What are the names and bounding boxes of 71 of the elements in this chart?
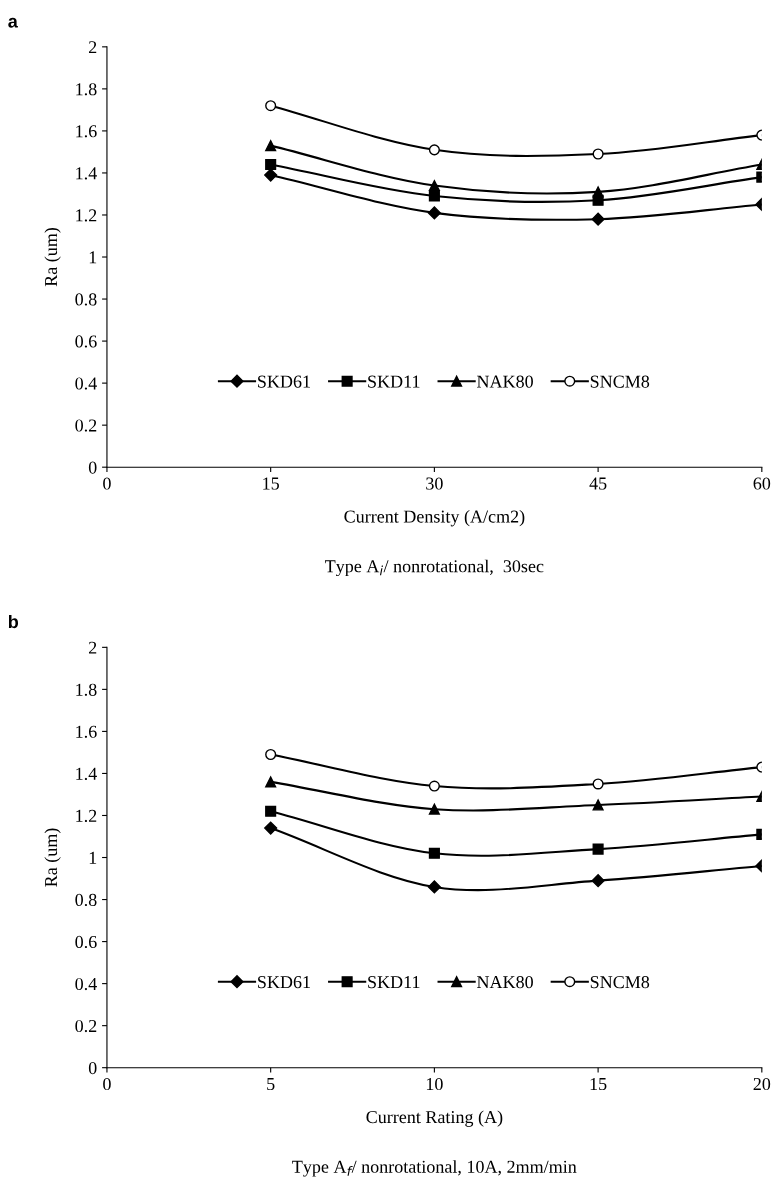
- y-tick-label: 2: [88, 641, 97, 654]
- y-tick-label: 0.8: [75, 893, 97, 907]
- point: [265, 805, 277, 817]
- legend-label: NAK80: [477, 375, 533, 388]
- x-tick-label: 15: [263, 477, 279, 490]
- point: [592, 186, 604, 198]
- point: [428, 780, 440, 792]
- point: [428, 847, 440, 859]
- x-tick-label: 30: [426, 477, 443, 490]
- y-tick-label: 1.8: [76, 683, 97, 696]
- text: Type A$_{i}$/ nonrotational, 30sec: [325, 559, 544, 577]
- point: [592, 778, 604, 790]
- text: Type A$_{f}$/ nonrotational, 10A, 2mm/min: [292, 1160, 577, 1177]
- y-tick-label: 1.2: [76, 809, 97, 822]
- x-tick-label: 10: [426, 1077, 443, 1091]
- x-tick-label: 5: [267, 1078, 275, 1091]
- y-tick-label: 1.6: [76, 125, 97, 138]
- point: [591, 212, 605, 226]
- y-tick-label: 0.4: [75, 977, 97, 991]
- x-tick-label: 45: [589, 477, 607, 490]
- point: [428, 144, 440, 156]
- point: [265, 140, 277, 152]
- x-tick-label: 60: [753, 477, 771, 490]
- y-axis-title: Ra (um): [44, 227, 61, 287]
- y-tick-label: 0.6: [75, 935, 97, 949]
- point: [428, 803, 440, 815]
- legend-label: NAK80: [477, 976, 533, 989]
- point: [428, 190, 440, 202]
- y-tick-label: 0: [88, 461, 97, 474]
- point: [592, 799, 604, 811]
- point: [428, 179, 440, 192]
- x-tick-label: 15: [590, 1078, 607, 1091]
- legend-label: SNCM8: [590, 976, 650, 989]
- point: [265, 158, 277, 171]
- x-tick-label: 20: [753, 1077, 771, 1091]
- legend-label: SKD11: [368, 375, 420, 388]
- point: [592, 843, 604, 855]
- legend-label: SKD61: [258, 375, 310, 388]
- y-tick-label: 0.2: [75, 1019, 97, 1033]
- y-tick-label: 1.8: [76, 83, 97, 96]
- y-tick-label: 0.4: [75, 377, 97, 390]
- y-tick-label: 2: [88, 41, 97, 54]
- legend-label: SKD11: [368, 976, 420, 989]
- chart-title: b: [8, 614, 19, 629]
- legend-label: SKD61: [258, 976, 310, 989]
- chart-title: a: [8, 17, 18, 28]
- y-tick-label: 0.8: [75, 293, 97, 306]
- point: [592, 148, 604, 160]
- y-tick-label: 1.4: [76, 167, 97, 180]
- y-tick-label: 1: [89, 851, 97, 864]
- y-axis-title: Ra (um): [44, 828, 61, 887]
- y-tick-label: 1: [89, 251, 97, 264]
- x-axis-title: Current Density (A/cm2): [344, 509, 525, 527]
- point: [265, 776, 277, 788]
- x-tick-label: 0: [103, 477, 111, 490]
- y-tick-label: 1.4: [76, 767, 97, 780]
- y-tick-label: 1.6: [76, 725, 97, 738]
- y-tick-label: 1.2: [76, 209, 97, 222]
- x-tick-label: 0: [103, 1077, 111, 1091]
- point: [264, 821, 278, 835]
- point: [264, 168, 278, 182]
- x-axis-title: Current Rating (A): [366, 1110, 503, 1127]
- point: [591, 874, 605, 888]
- y-tick-label: 0: [88, 1061, 97, 1075]
- point: [427, 206, 441, 220]
- point: [427, 880, 441, 894]
- y-tick-label: 0.2: [75, 419, 97, 432]
- legend-label: SNCM8: [590, 375, 650, 388]
- point: [265, 100, 277, 112]
- point: [265, 748, 277, 761]
- y-tick-label: 0.6: [75, 335, 97, 348]
